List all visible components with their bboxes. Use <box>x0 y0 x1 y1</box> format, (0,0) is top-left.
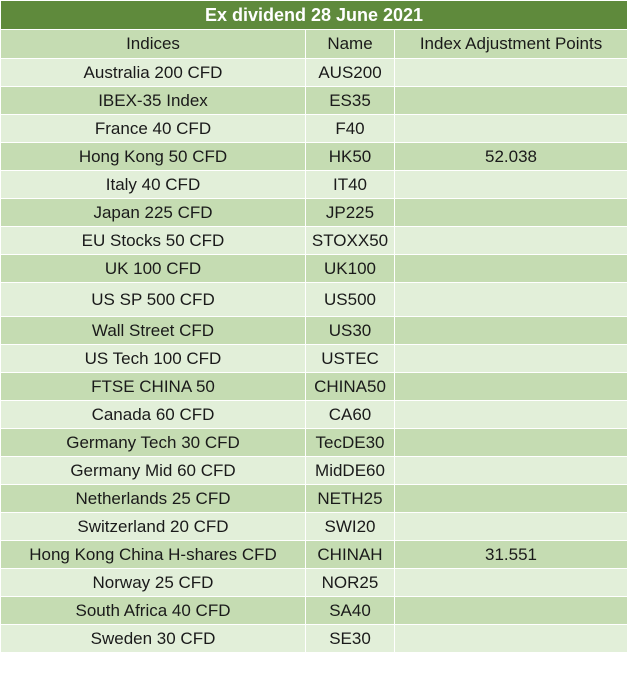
table-row: IBEX-35 Index ES35 <box>0 86 627 115</box>
cell-index: Switzerland 20 CFD <box>0 512 306 541</box>
cell-index: US Tech 100 CFD <box>0 344 306 373</box>
cell-adjustment-points <box>393 198 627 227</box>
cell-index: Norway 25 CFD <box>0 568 306 597</box>
cell-adjustment-points <box>393 400 627 429</box>
cell-adjustment-points <box>393 282 627 317</box>
table-row: UK 100 CFD UK100 <box>0 254 627 283</box>
table-row: FTSE CHINA 50 CHINA50 <box>0 372 627 401</box>
cell-index: Wall Street CFD <box>0 316 306 345</box>
cell-name: TecDE30 <box>305 428 395 457</box>
cell-name: STOXX50 <box>305 226 395 255</box>
table-row: France 40 CFD F40 <box>0 114 627 143</box>
cell-adjustment-points <box>393 624 627 653</box>
cell-index: Hong Kong 50 CFD <box>0 142 306 171</box>
cell-name: JP225 <box>305 198 395 227</box>
cell-index: South Africa 40 CFD <box>0 596 306 625</box>
table-row: Germany Tech 30 CFD TecDE30 <box>0 428 627 457</box>
cell-adjustment-points <box>393 484 627 513</box>
cell-adjustment-points <box>393 86 627 115</box>
cell-adjustment-points <box>393 596 627 625</box>
cell-name: MidDE60 <box>305 456 395 485</box>
table-row: US Tech 100 CFD USTEC <box>0 344 627 373</box>
cell-name: NOR25 <box>305 568 395 597</box>
cell-index: Netherlands 25 CFD <box>0 484 306 513</box>
table-row: Sweden 30 CFD SE30 <box>0 624 627 653</box>
cell-adjustment-points: 52.038 <box>393 142 627 171</box>
cell-name: US30 <box>305 316 395 345</box>
table-row: Switzerland 20 CFD SWI20 <box>0 512 627 541</box>
cell-adjustment-points <box>393 372 627 401</box>
cell-name: US500 <box>305 282 395 317</box>
column-header-indices: Indices <box>0 29 306 59</box>
cell-adjustment-points <box>393 428 627 457</box>
table-row: Norway 25 CFD NOR25 <box>0 568 627 597</box>
cell-index: US SP 500 CFD <box>0 282 306 317</box>
cell-name: IT40 <box>305 170 395 199</box>
cell-adjustment-points: 31.551 <box>393 540 627 569</box>
table-row: Netherlands 25 CFD NETH25 <box>0 484 627 513</box>
cell-adjustment-points <box>393 254 627 283</box>
cell-index: Sweden 30 CFD <box>0 624 306 653</box>
cell-name: UK100 <box>305 254 395 283</box>
cell-name: SWI20 <box>305 512 395 541</box>
cell-index: Canada 60 CFD <box>0 400 306 429</box>
cell-adjustment-points <box>393 316 627 345</box>
title-row: Ex dividend 28 June 2021 <box>0 0 627 30</box>
cell-index: Italy 40 CFD <box>0 170 306 199</box>
table-row: Canada 60 CFD CA60 <box>0 400 627 429</box>
table-row: EU Stocks 50 CFD STOXX50 <box>0 226 627 255</box>
cell-index: Japan 225 CFD <box>0 198 306 227</box>
table-row: South Africa 40 CFD SA40 <box>0 596 627 625</box>
dividend-table: Ex dividend 28 June 2021 Indices Name In… <box>0 0 627 653</box>
cell-name: ES35 <box>305 86 395 115</box>
table-row: Wall Street CFD US30 <box>0 316 627 345</box>
column-header-name: Name <box>305 29 395 59</box>
cell-name: HK50 <box>305 142 395 171</box>
cell-name: CHINA50 <box>305 372 395 401</box>
cell-name: USTEC <box>305 344 395 373</box>
table-row: Hong Kong China H-shares CFD CHINAH 31.551 <box>0 540 627 569</box>
table-row: Italy 40 CFD IT40 <box>0 170 627 199</box>
cell-adjustment-points <box>393 226 627 255</box>
cell-adjustment-points <box>393 58 627 87</box>
cell-adjustment-points <box>393 456 627 485</box>
cell-name: CA60 <box>305 400 395 429</box>
cell-index: Australia 200 CFD <box>0 58 306 87</box>
cell-name: F40 <box>305 114 395 143</box>
cell-adjustment-points <box>393 170 627 199</box>
table-row: Australia 200 CFD AUS200 <box>0 58 627 87</box>
cell-name: NETH25 <box>305 484 395 513</box>
table-row: Hong Kong 50 CFD HK50 52.038 <box>0 142 627 171</box>
cell-name: AUS200 <box>305 58 395 87</box>
table-body: Australia 200 CFD AUS200 IBEX-35 Index ES35… <box>0 58 627 653</box>
cell-index: Germany Tech 30 CFD <box>0 428 306 457</box>
cell-index: FTSE CHINA 50 <box>0 372 306 401</box>
cell-index: UK 100 CFD <box>0 254 306 283</box>
cell-adjustment-points <box>393 568 627 597</box>
cell-index: Germany Mid 60 CFD <box>0 456 306 485</box>
table-title: Ex dividend 28 June 2021 <box>0 0 627 30</box>
table-row: Japan 225 CFD JP225 <box>0 198 627 227</box>
cell-name: CHINAH <box>305 540 395 569</box>
cell-index: Hong Kong China H-shares CFD <box>0 540 306 569</box>
cell-index: IBEX-35 Index <box>0 86 306 115</box>
table-row: Germany Mid 60 CFD MidDE60 <box>0 456 627 485</box>
header-row: Indices Name Index Adjustment Points <box>0 29 627 59</box>
cell-name: SE30 <box>305 624 395 653</box>
cell-adjustment-points <box>393 114 627 143</box>
cell-name: SA40 <box>305 596 395 625</box>
cell-index: EU Stocks 50 CFD <box>0 226 306 255</box>
cell-index: France 40 CFD <box>0 114 306 143</box>
cell-adjustment-points <box>393 512 627 541</box>
column-header-adjustment: Index Adjustment Points <box>393 29 627 59</box>
table-row: US SP 500 CFD US500 <box>0 282 627 317</box>
cell-adjustment-points <box>393 344 627 373</box>
